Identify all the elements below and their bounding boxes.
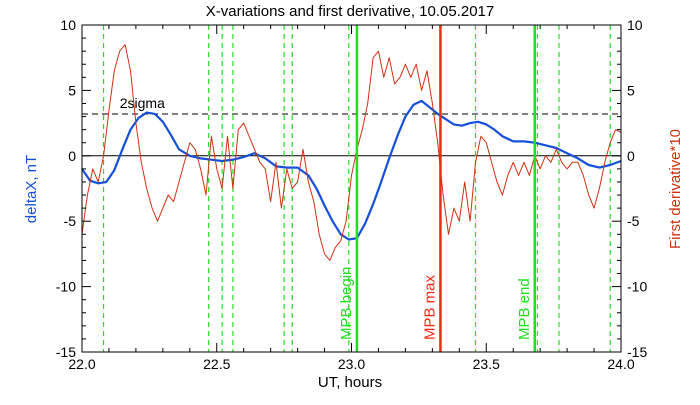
deltax-series-line [81,99,622,241]
boundary-label: MPB max [421,274,438,340]
series-layer [81,44,622,261]
y-tick-label-right: -5 [627,213,640,229]
y-tick-label-left: 5 [68,82,76,98]
y-axis-label-right: First derivative*10 [667,129,684,249]
x-tick-label: 22.5 [203,356,230,372]
boundary-label: MPB end [516,278,533,340]
y-tick-label-right: -10 [627,279,647,295]
y-axis-label-left: deltaX, nT [23,155,40,223]
y-tick-label-left: -5 [64,213,77,229]
y-tick-label-right: -15 [627,344,647,360]
derivative-series-line [81,44,622,261]
chart-title: X-variations and first derivative, 10.05… [206,3,495,20]
y-tick-label-right: 0 [627,148,635,164]
y-tick-label-right: 5 [627,82,635,98]
x-tick-label: 23.0 [338,356,365,372]
x-tick-label: 22.0 [68,356,95,372]
y-tick-label-left: 0 [68,148,76,164]
sigma-label: 2sigma [120,95,165,111]
x-axis-label: UT, hours [318,374,382,391]
x-tick-label: 23.5 [473,356,500,372]
x-tick-label: 24.0 [607,356,634,372]
axes-layer: 22.0 22.5 23.0 23.5 24.0-15 -15-10 -10-5 -50 05 5… [56,17,648,372]
y-tick-label-left: 10 [60,17,76,33]
y-tick-label-left: -15 [56,344,76,360]
y-tick-label-left: -10 [56,279,76,295]
y-tick-label-right: 10 [627,17,643,33]
boundary-label: MPB begin [338,267,355,340]
boundary-lines-layer: MPB begin MPB max MPB end [338,25,537,352]
